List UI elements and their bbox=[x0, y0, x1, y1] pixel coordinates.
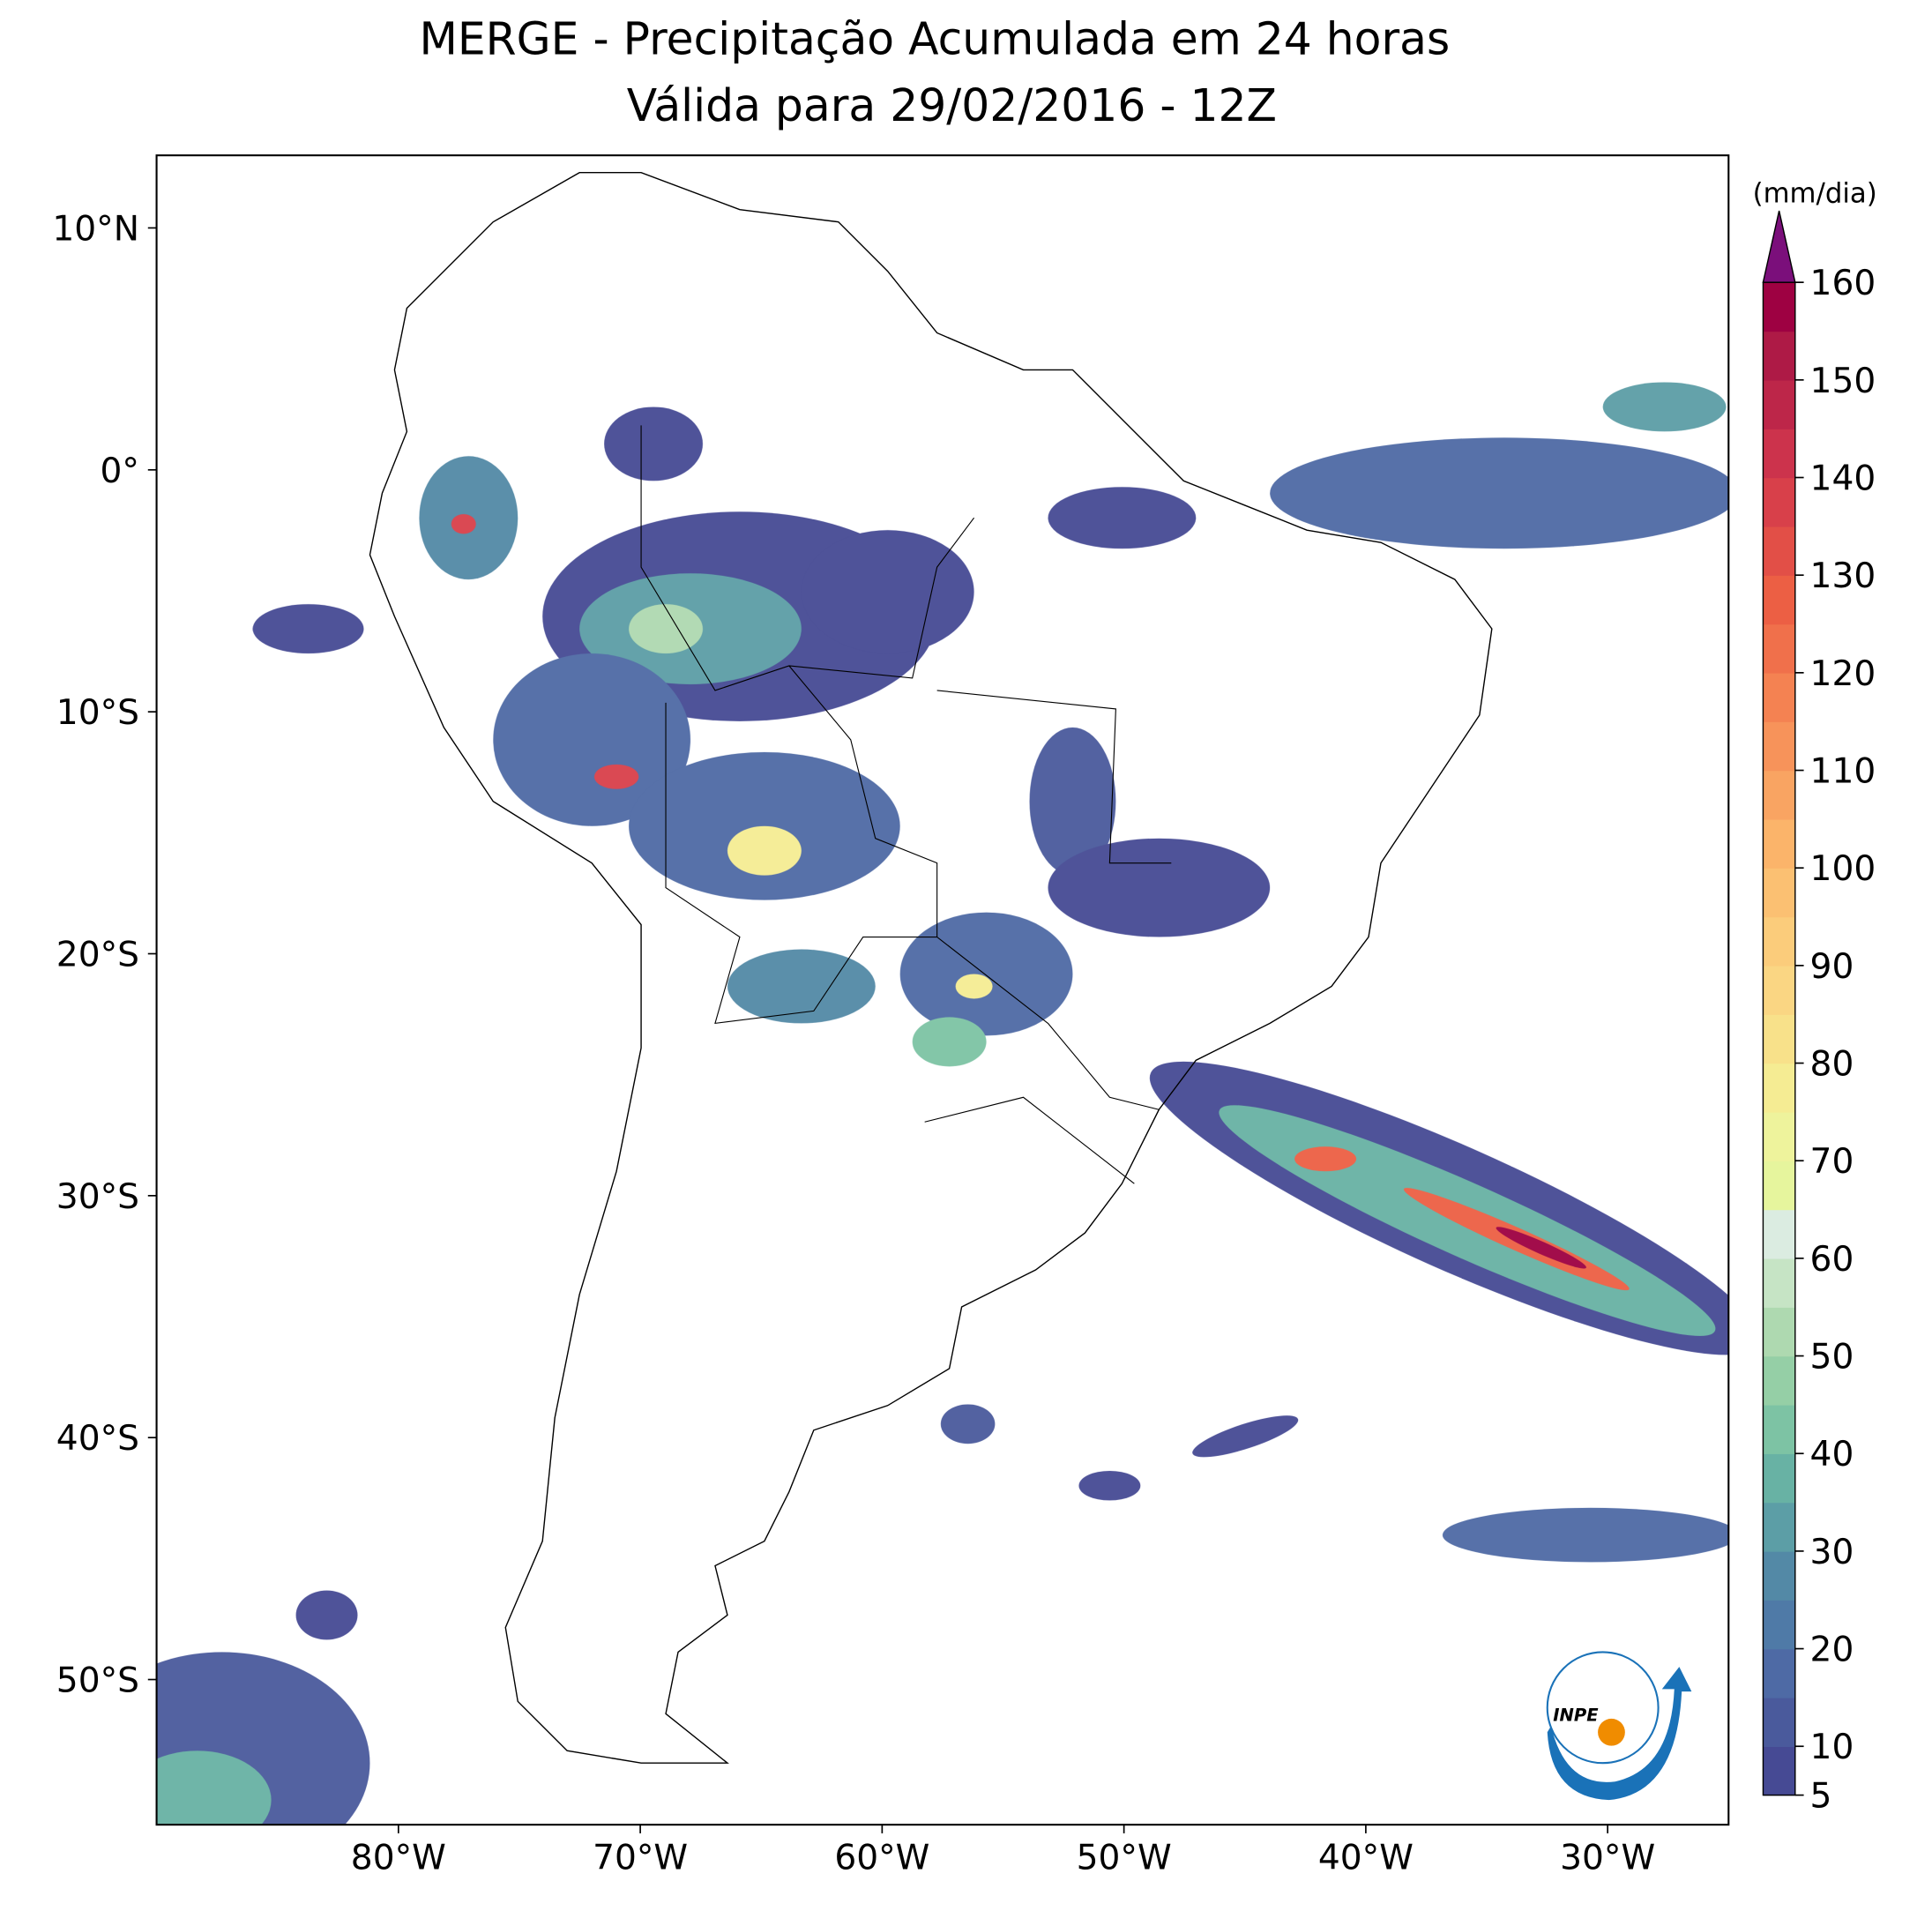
map-area bbox=[156, 155, 1729, 1825]
x-tick-label: 80°W bbox=[351, 1838, 446, 1877]
colorbar-tick-label: 80 bbox=[1810, 1045, 1854, 1085]
colorbar-band bbox=[1763, 282, 1795, 332]
map-frame bbox=[155, 154, 1730, 1826]
x-tick-label: 30°W bbox=[1560, 1838, 1655, 1877]
colorbar-band bbox=[1763, 721, 1795, 772]
y-tick-label: 0° bbox=[101, 452, 139, 491]
colorbar-band bbox=[1763, 575, 1795, 625]
colorbar-band bbox=[1763, 868, 1795, 918]
colorbar-band bbox=[1763, 526, 1795, 576]
colorbar-tick-label: 5 bbox=[1810, 1777, 1832, 1817]
colorbar-band bbox=[1763, 1550, 1795, 1601]
subtitle: Válida para 29/02/2016 - 12Z bbox=[627, 79, 1277, 131]
axes: 80°W 70°W 60°W 50°W 40°W 30°W 10°N 0° 10°S 20°S 30… bbox=[52, 209, 1655, 1877]
colorbar-band bbox=[1763, 1307, 1795, 1357]
x-tick-label: 60°W bbox=[834, 1838, 929, 1877]
colorbar-band bbox=[1763, 916, 1795, 967]
logo-text: INPE bbox=[1553, 1706, 1599, 1726]
colorbar-band bbox=[1763, 1111, 1795, 1161]
colorbar-band bbox=[1763, 1648, 1795, 1698]
colorbar-band bbox=[1763, 1161, 1795, 1211]
colorbar-tick-label: 140 bbox=[1810, 459, 1876, 498]
x-tick-label: 70°W bbox=[593, 1838, 688, 1877]
colorbar-band bbox=[1763, 623, 1795, 674]
colorbar-band bbox=[1763, 818, 1795, 869]
colorbar-band bbox=[1763, 965, 1795, 1015]
colorbar-tick-label: 60 bbox=[1810, 1240, 1854, 1280]
precipitation bbox=[156, 382, 1729, 1825]
colorbar-tick-label: 100 bbox=[1810, 849, 1876, 889]
y-tick-label: 20°S bbox=[56, 935, 139, 974]
colorbar-band bbox=[1763, 672, 1795, 722]
colorbar-tick-label: 130 bbox=[1810, 556, 1876, 596]
colorbar-frame bbox=[1762, 281, 1796, 1796]
colorbar-band bbox=[1763, 379, 1795, 429]
y-tick-label: 30°S bbox=[56, 1177, 139, 1217]
colorbar-band bbox=[1763, 1258, 1795, 1308]
colorbar-tick-label: 110 bbox=[1810, 752, 1876, 792]
colorbar-tick-label: 90 bbox=[1810, 947, 1854, 987]
colorbar-band bbox=[1763, 1600, 1795, 1650]
coastline bbox=[369, 172, 1493, 1764]
colorbar-band bbox=[1763, 1502, 1795, 1552]
colorbar-band bbox=[1763, 1355, 1795, 1406]
title: MERGE - Precipitação Acumulada em 24 hor… bbox=[419, 13, 1450, 65]
colorbar-tick-label: 150 bbox=[1810, 362, 1876, 401]
logo: INPE bbox=[1546, 1651, 1692, 1801]
colorbar: (mm/dia) 5 10 20 30 40 50 60 70 80 90 100 110 120 130… bbox=[1753, 177, 1877, 1816]
colorbar-tick-label: 20 bbox=[1810, 1631, 1854, 1670]
y-tick-label: 50°S bbox=[56, 1661, 139, 1701]
colorbar-label: (mm/dia) bbox=[1753, 177, 1877, 209]
colorbar-tick-label: 30 bbox=[1810, 1533, 1854, 1572]
colorbar-tick-label: 40 bbox=[1810, 1435, 1854, 1474]
y-tick-label: 10°S bbox=[56, 693, 139, 733]
colorbar-band bbox=[1763, 331, 1795, 381]
colorbar-band bbox=[1763, 1453, 1795, 1504]
colorbar-tick-label: 160 bbox=[1810, 264, 1876, 303]
colorbar-band bbox=[1763, 429, 1795, 479]
y-tick-label: 40°S bbox=[56, 1419, 139, 1459]
colorbar-band bbox=[1763, 477, 1795, 527]
colorbar-tick-label: 70 bbox=[1810, 1142, 1854, 1182]
colorbar-tick-label: 50 bbox=[1810, 1338, 1854, 1377]
colorbar-band bbox=[1763, 1063, 1795, 1113]
colorbar-extend bbox=[1762, 210, 1796, 283]
colorbar-tick-label: 10 bbox=[1810, 1728, 1854, 1767]
x-tick-label: 50°W bbox=[1077, 1838, 1172, 1877]
colorbar-band bbox=[1763, 1209, 1795, 1259]
colorbar-band bbox=[1763, 1697, 1795, 1747]
colorbar-band bbox=[1763, 1014, 1795, 1064]
colorbar-band bbox=[1763, 1746, 1795, 1796]
y-tick-label: 10°N bbox=[52, 209, 139, 249]
colorbar-band bbox=[1763, 770, 1795, 820]
colorbar-band bbox=[1763, 1404, 1795, 1454]
borders bbox=[640, 425, 1172, 1184]
x-tick-label: 40°W bbox=[1318, 1838, 1414, 1877]
colorbar-tick-label: 120 bbox=[1810, 654, 1876, 694]
